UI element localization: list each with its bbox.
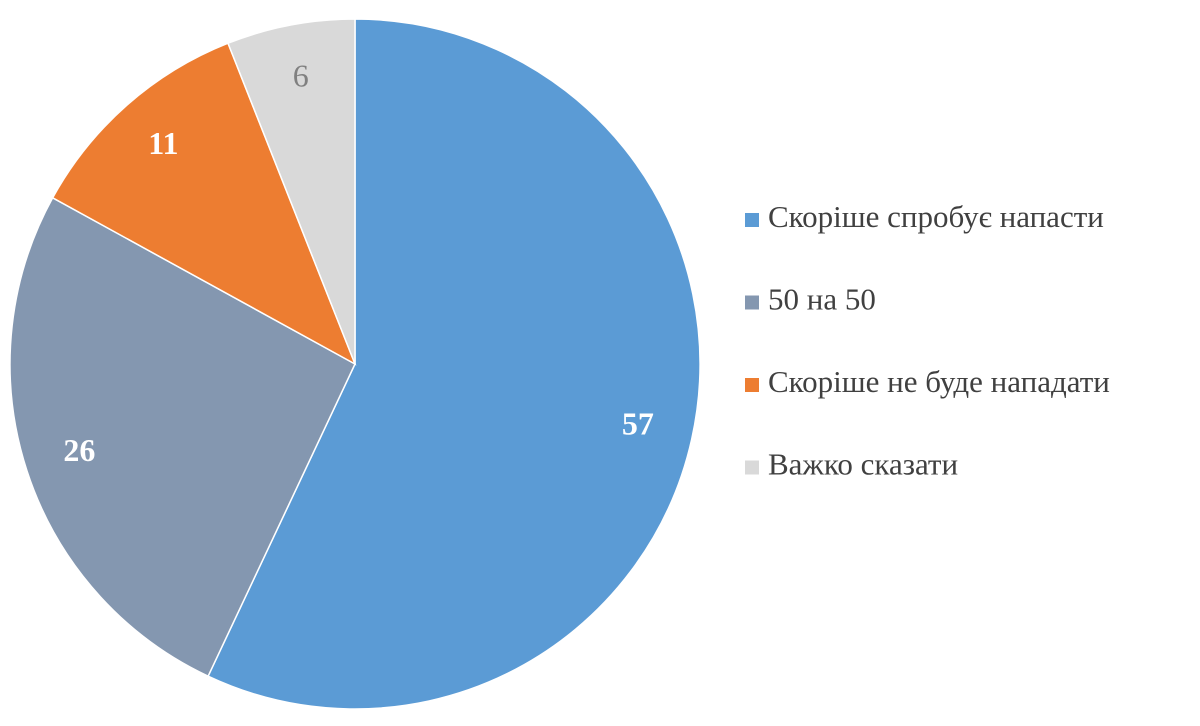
data-label: 57	[622, 406, 654, 442]
legend-label: Скоріше не буде нападати	[768, 364, 1110, 399]
pie-slice	[51, 42, 357, 366]
legend-swatch	[745, 213, 759, 227]
legend-label: Скоріше спробує напасти	[768, 199, 1104, 234]
data-label: 11	[148, 125, 178, 161]
pie-slice	[227, 18, 356, 365]
data-label: 6	[293, 58, 309, 94]
legend-label: Важко сказати	[768, 447, 958, 482]
legend-label: 50 на 50	[768, 282, 876, 317]
pie-slice	[207, 18, 701, 710]
legend-swatch	[745, 295, 759, 310]
legend-swatch	[745, 460, 759, 475]
legend-swatch	[745, 378, 759, 392]
data-label: 26	[63, 432, 95, 468]
